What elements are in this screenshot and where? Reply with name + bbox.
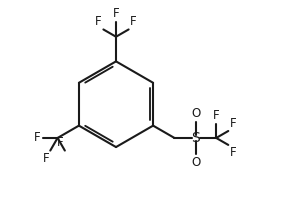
Text: F: F	[43, 152, 49, 165]
Text: F: F	[57, 136, 64, 149]
Text: F: F	[113, 7, 119, 20]
Text: F: F	[95, 15, 102, 28]
Text: S: S	[192, 131, 200, 145]
Text: F: F	[34, 132, 40, 145]
Text: F: F	[230, 117, 237, 130]
Text: F: F	[130, 15, 137, 28]
Text: F: F	[230, 146, 237, 159]
Text: O: O	[191, 156, 201, 169]
Text: F: F	[213, 109, 220, 122]
Text: O: O	[191, 107, 201, 120]
